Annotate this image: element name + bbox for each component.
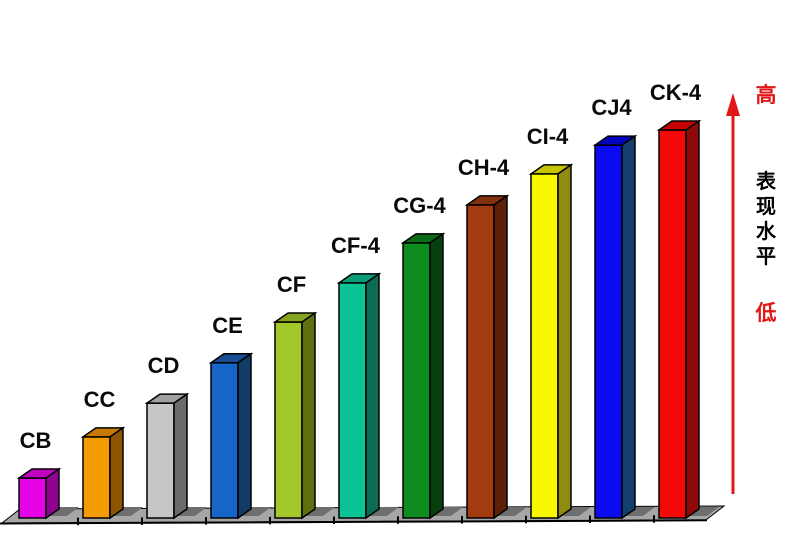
bar-label-CD: CD	[148, 353, 180, 378]
bar-side-face	[685, 119, 700, 520]
bar-front-face	[274, 321, 303, 519]
bar-label-CK-4: CK-4	[650, 80, 702, 105]
bar-label-CE: CE	[212, 313, 243, 338]
bar-CC: CC	[80, 387, 126, 520]
bar-CJ4: CJ4	[591, 95, 638, 520]
bar-shadow-CJ4	[622, 507, 655, 516]
axis-low-label: 低	[755, 302, 777, 325]
arrow-head-up-icon	[726, 93, 740, 116]
bar-side-face	[173, 392, 188, 520]
bar-CI-4: CI-4	[527, 124, 574, 520]
bar-front-face	[402, 242, 431, 519]
bar-label-CG-4: CG-4	[393, 193, 446, 218]
bar-side-face	[429, 232, 444, 520]
bar-CK-4: CK-4	[650, 80, 702, 520]
axis-high-label: 高	[755, 84, 777, 107]
bar-shadow-CC	[110, 507, 143, 516]
bar-CF-4: CF-4	[331, 233, 382, 520]
axis-title-vertical: 表现水平	[756, 171, 776, 268]
bar-CE: CE	[208, 313, 254, 520]
bar-side-face	[237, 352, 252, 520]
bar-CD: CD	[144, 353, 190, 520]
performance-axis-arrow	[726, 93, 740, 494]
bar-front-face	[658, 129, 687, 519]
bar-shadow-CB	[46, 507, 79, 516]
bar-CH-4: CH-4	[458, 155, 510, 520]
bar-side-face	[493, 194, 508, 520]
bar-side-face	[557, 163, 572, 520]
bar-label-CJ4: CJ4	[591, 95, 632, 120]
bar-shadow-CD	[174, 507, 207, 516]
bar-shadow-CK-4	[686, 507, 719, 516]
bar-shadow-CG-4	[430, 507, 463, 516]
bar-side-face	[621, 134, 636, 520]
bar-shadow-CF	[302, 507, 335, 516]
bar-front-face	[466, 204, 495, 519]
bar-side-face	[109, 426, 124, 520]
bar-front-face	[18, 477, 47, 519]
bar-front-face	[530, 173, 559, 519]
bar-shadow-CI-4	[558, 507, 591, 516]
bar-shadow-CE	[238, 507, 271, 516]
bar-label-CI-4: CI-4	[527, 124, 569, 149]
bar-label-CF: CF	[277, 272, 306, 297]
bar-front-face	[210, 362, 239, 519]
bar-side-face	[301, 311, 316, 520]
bar-shadow-CH-4	[494, 507, 527, 516]
bar-label-CC: CC	[84, 387, 116, 412]
bar-CF: CF	[272, 272, 318, 520]
bar-label-CH-4: CH-4	[458, 155, 510, 180]
bar-CG-4: CG-4	[393, 193, 447, 520]
bar-front-face	[594, 144, 623, 519]
bar-side-face	[45, 467, 60, 520]
bar-label-CF-4: CF-4	[331, 233, 381, 258]
bar-front-face	[82, 436, 111, 519]
performance-axis-annotation: 高 表现水平 低	[744, 0, 792, 548]
bar-side-face	[365, 272, 380, 520]
bar-shadow-CF-4	[366, 507, 399, 516]
bar-CB: CB	[16, 428, 62, 520]
bar-label-CB: CB	[20, 428, 52, 453]
bar-front-face	[146, 402, 175, 519]
bar-front-face	[338, 282, 367, 519]
